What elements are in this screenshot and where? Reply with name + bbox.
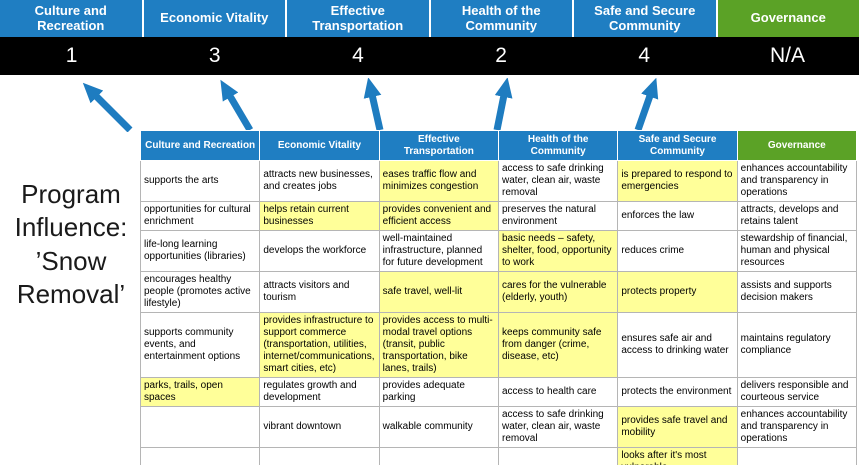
matrix-cell-0-5: enhances accountability and transparency… xyxy=(736,160,858,202)
matrix-cell-1-1: helps retain current businesses xyxy=(259,201,380,231)
matrix-cell-5-4: protects the environment xyxy=(617,377,738,407)
matrix-cell-4-5: maintains regulatory compliance xyxy=(736,312,858,378)
matrix-cell-0-0: supports the arts xyxy=(139,160,261,202)
pillar-score-2: 4 xyxy=(352,44,364,67)
matrix-cell-5-0: parks, trails, open spaces xyxy=(139,377,261,407)
arrow-transportation xyxy=(363,78,384,131)
matrix-cell-3-0: encourages healthy people (promotes acti… xyxy=(139,271,261,313)
matrix-cell-4-4: ensures safe air and access to drinking … xyxy=(617,312,738,378)
matrix-cell-2-0: life-long learning opportunities (librar… xyxy=(139,230,261,272)
matrix-cell-5-3: access to health care xyxy=(497,377,619,407)
matrix-row-6: vibrant downtown walkable community access… xyxy=(139,406,858,448)
matrix-cell-1-0: opportunities for cultural enrichment xyxy=(139,201,261,231)
matrix-row-3: encourages healthy people (promotes acti… xyxy=(139,271,858,313)
matrix-cell-7-1 xyxy=(259,447,380,465)
matrix-head: Culture and Recreation Economic Vitality E… xyxy=(139,130,858,161)
pillar-score-5: N/A xyxy=(769,44,805,67)
matrix-row-5: parks, trails, open spaces regulates grow… xyxy=(139,377,858,407)
arrow-health xyxy=(493,78,513,131)
matrix-cell-2-1: develops the workforce xyxy=(259,230,380,272)
matrix-cell-5-2: provides adequate parking xyxy=(378,377,499,407)
matrix-cell-6-4: provides safe travel and mobility xyxy=(617,406,738,448)
matrix-cell-7-0 xyxy=(139,447,261,465)
matrix-header-1: Economic Vitality xyxy=(259,130,380,161)
matrix-header-2: Effective Transportation xyxy=(378,130,499,161)
matrix-cell-5-5: delivers responsible and courteous servi… xyxy=(736,377,858,407)
pillar-score-1: 3 xyxy=(208,44,221,67)
matrix-cell-1-2: provides convenient and efficient access xyxy=(378,201,499,231)
matrix-cell-4-1: provides infrastructure to support comme… xyxy=(259,312,380,378)
matrix-cell-6-3: access to safe drinking water, clean air… xyxy=(497,406,619,448)
matrix-cell-7-2 xyxy=(378,447,499,465)
pillar-header-3: Health of the Community xyxy=(430,0,574,37)
matrix-cell-2-2: well-maintained infrastructure, planned … xyxy=(378,230,499,272)
matrix-cell-0-3: access to safe drinking water, clean air… xyxy=(497,160,619,202)
matrix-cell-1-4: enforces the law xyxy=(617,201,738,231)
matrix-row-4: supports community events, and entertain… xyxy=(139,312,858,378)
matrix-cell-2-4: reduces crime xyxy=(617,230,738,272)
page-title: Program Influence: ’Snow Removal’ xyxy=(14,179,128,309)
matrix-cell-7-3 xyxy=(497,447,619,465)
matrix-cell-4-3: keeps community safe from danger (crime,… xyxy=(497,312,619,378)
pillar-score-0: 1 xyxy=(65,44,78,67)
pillar-header-5: Governance xyxy=(717,0,859,37)
arrow-safe xyxy=(634,78,659,132)
arrow-economic xyxy=(220,79,254,132)
matrix-row-1: opportunities for cultural enrichment hel… xyxy=(139,201,858,231)
pillar-score-4: 4 xyxy=(638,44,651,67)
matrix-row-2: life-long learning opportunities (librar… xyxy=(139,230,858,272)
pillar-header-row: Culture and Recreation Economic Vitality E… xyxy=(0,0,859,37)
influence-matrix: Culture and Recreation Economic Vitality E… xyxy=(139,130,858,465)
matrix-header-5: Governance xyxy=(736,130,858,161)
matrix-cell-7-4: looks after it's most vulnerable xyxy=(617,447,738,465)
matrix-row-0: supports the arts attracts new businesses… xyxy=(139,160,858,202)
matrix-cell-0-2: eases traffic flow and minimizes congest… xyxy=(378,160,499,202)
matrix-cell-7-5 xyxy=(736,447,858,465)
matrix-cell-4-2: provides access to multi-modal travel op… xyxy=(378,312,499,378)
matrix-cell-6-1: vibrant downtown xyxy=(259,406,380,448)
matrix-header-3: Health of the Community xyxy=(497,130,619,161)
pillar-header-1: Economic Vitality xyxy=(143,0,287,37)
pillar-header-4: Safe and Secure Community xyxy=(574,0,718,37)
matrix-header-0: Culture and Recreation xyxy=(139,130,261,161)
matrix-cell-1-3: preserves the natural environment xyxy=(497,201,619,231)
arrow-culture xyxy=(82,82,133,132)
score-row: 1 3 4 2 4 N/A xyxy=(0,37,859,75)
matrix-header-row: Culture and Recreation Economic Vitality E… xyxy=(139,130,858,161)
matrix-cell-3-2: safe travel, well-lit xyxy=(378,271,499,313)
matrix-cell-1-5: attracts, develops and retains talent xyxy=(736,201,858,231)
pillar-header-0: Culture and Recreation xyxy=(0,0,144,37)
matrix-header-4: Safe and Secure Community xyxy=(617,130,738,161)
pillar-score-3: 2 xyxy=(495,44,507,67)
matrix-cell-3-5: assists and supports decision makers xyxy=(736,271,858,313)
matrix-cell-3-3: cares for the vulnerable (elderly, youth… xyxy=(497,271,619,313)
matrix-cell-5-1: regulates growth and development xyxy=(259,377,380,407)
up-arrows xyxy=(82,78,659,132)
matrix-cell-2-5: stewardship of financial, human and phys… xyxy=(736,230,858,272)
matrix-cell-3-4: protects property xyxy=(617,271,738,313)
pillar-header-2: Effective Transportation xyxy=(287,0,431,37)
matrix-cell-6-0 xyxy=(139,406,261,448)
matrix-cell-2-3: basic needs – safety, shelter, food, opp… xyxy=(497,230,619,272)
matrix-cell-3-1: attracts visitors and tourism xyxy=(259,271,380,313)
matrix-cell-0-1: attracts new businesses, and creates job… xyxy=(259,160,380,202)
matrix-row-7: looks after it's most vulnerable xyxy=(139,447,858,465)
matrix-cell-6-5: enhances accountability and transparency… xyxy=(736,406,858,448)
matrix-cell-6-2: walkable community xyxy=(378,406,499,448)
matrix-body: supports the arts attracts new businesses… xyxy=(139,160,858,465)
matrix-cell-4-0: supports community events, and entertain… xyxy=(139,312,261,378)
matrix-cell-0-4: is prepared to respond to emergencies xyxy=(617,160,738,202)
